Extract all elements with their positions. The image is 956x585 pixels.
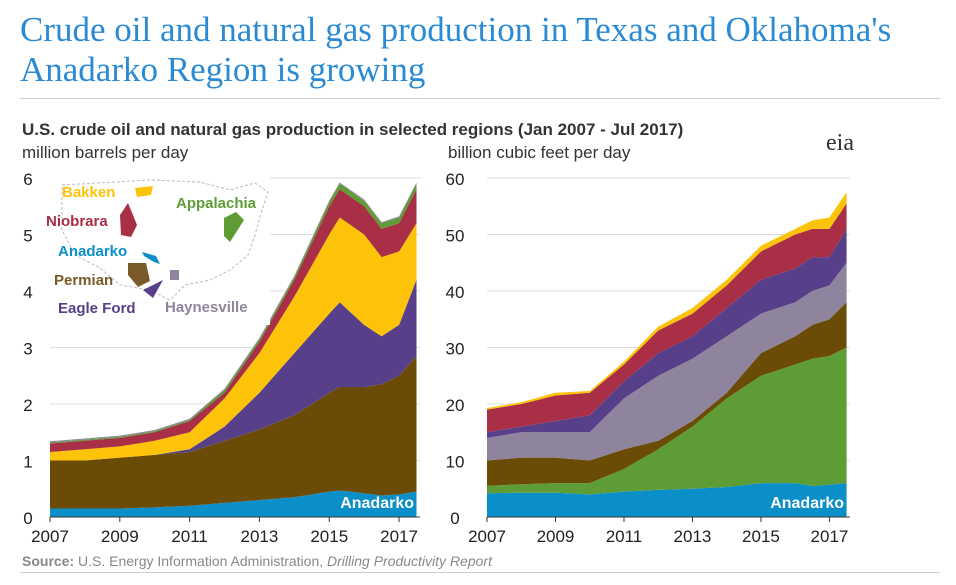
x-tick-label: 2013 bbox=[674, 527, 712, 546]
anadarko-region bbox=[142, 252, 160, 264]
appalachia-region bbox=[224, 212, 244, 242]
area-haynesville bbox=[487, 262, 847, 461]
source-label: Source: bbox=[22, 553, 75, 569]
y-tick-label: 60 bbox=[446, 170, 465, 189]
x-tick-label: 2011 bbox=[171, 527, 208, 546]
y-tick-label: 1 bbox=[23, 453, 32, 472]
y-tick-label: 3 bbox=[23, 340, 32, 359]
source-report: Drilling Productivity Report bbox=[327, 553, 492, 569]
area-anadarko bbox=[487, 483, 847, 517]
y-tick-label: 40 bbox=[446, 283, 465, 302]
permian-region bbox=[128, 263, 150, 287]
x-tick-label: 2007 bbox=[468, 527, 506, 546]
source-note: Source: U.S. Energy Information Administ… bbox=[22, 553, 492, 569]
map-label-anadarko: Anadarko bbox=[58, 243, 127, 260]
area-eagle-ford bbox=[50, 279, 417, 461]
y-tick-label: 10 bbox=[446, 453, 465, 472]
map-label-niobrara: Niobrara bbox=[46, 213, 108, 230]
us-map-inset: Bakken Niobrara Anadarko Permian Eagle Ford A… bbox=[46, 175, 270, 325]
map-label-eagle-ford: Eagle Ford bbox=[58, 300, 136, 317]
x-tick-label: 2009 bbox=[101, 527, 139, 546]
x-tick-label: 2017 bbox=[811, 527, 849, 546]
area-anadarko bbox=[50, 490, 417, 517]
area-permian bbox=[487, 302, 847, 486]
x-tick-label: 2011 bbox=[606, 527, 643, 546]
divider bbox=[20, 98, 940, 99]
area-niobrara bbox=[487, 203, 847, 433]
anadarko-annotation: Anadarko bbox=[340, 495, 414, 512]
area-permian bbox=[50, 355, 417, 509]
y-tick-label: 30 bbox=[446, 340, 465, 359]
headline: Crude oil and natural gas production in … bbox=[20, 10, 892, 89]
x-tick-label: 2015 bbox=[742, 527, 780, 546]
eagle-ford-region bbox=[143, 280, 163, 298]
y-tick-label: 0 bbox=[450, 509, 459, 528]
y-tick-label: 4 bbox=[23, 283, 32, 302]
map-background bbox=[48, 175, 270, 325]
haynesville-region bbox=[170, 270, 179, 280]
anadarko-annotation: Anadarko bbox=[770, 495, 844, 512]
map-label-appalachia: Appalachia bbox=[176, 195, 257, 212]
area-appalachia bbox=[487, 347, 847, 495]
gas-chart: 0 10 20 30 40 50 60 2007 2009 2011 2013 2015 2017 Ana… bbox=[446, 170, 850, 546]
us-outline bbox=[61, 179, 269, 301]
area-bakken bbox=[50, 217, 417, 461]
x-tick-label: 2017 bbox=[380, 527, 418, 546]
divider bbox=[20, 572, 940, 573]
y-tick-label: 50 bbox=[446, 227, 465, 246]
niobrara-region bbox=[120, 203, 137, 237]
right-unit-label: billion cubic feet per day bbox=[448, 143, 631, 162]
y-tick-label: 5 bbox=[23, 227, 32, 246]
y-tick-label: 20 bbox=[446, 396, 465, 415]
x-tick-label: 2009 bbox=[537, 527, 575, 546]
map-label-bakken: Bakken bbox=[62, 184, 115, 201]
y-tick-label: 0 bbox=[23, 509, 32, 528]
y-tick-label: 2 bbox=[23, 396, 32, 415]
x-tick-label: 2015 bbox=[310, 527, 348, 546]
source-text: U.S. Energy Information Administration, bbox=[74, 553, 328, 569]
bakken-region bbox=[135, 186, 153, 197]
map-label-permian: Permian bbox=[54, 272, 113, 289]
oil-chart: 0 1 2 3 4 5 6 2007 2009 2011 2013 2015 2017 Anadarko bbox=[23, 170, 420, 546]
map-label-haynesville: Haynesville bbox=[165, 299, 248, 316]
chart-title: U.S. crude oil and natural gas productio… bbox=[22, 120, 684, 139]
x-tick-label: 2007 bbox=[31, 527, 69, 546]
left-unit-label: million barrels per day bbox=[22, 143, 189, 162]
x-tick-label: 2013 bbox=[241, 527, 279, 546]
eia-logo: eia bbox=[826, 130, 854, 156]
y-tick-label: 6 bbox=[23, 170, 32, 189]
